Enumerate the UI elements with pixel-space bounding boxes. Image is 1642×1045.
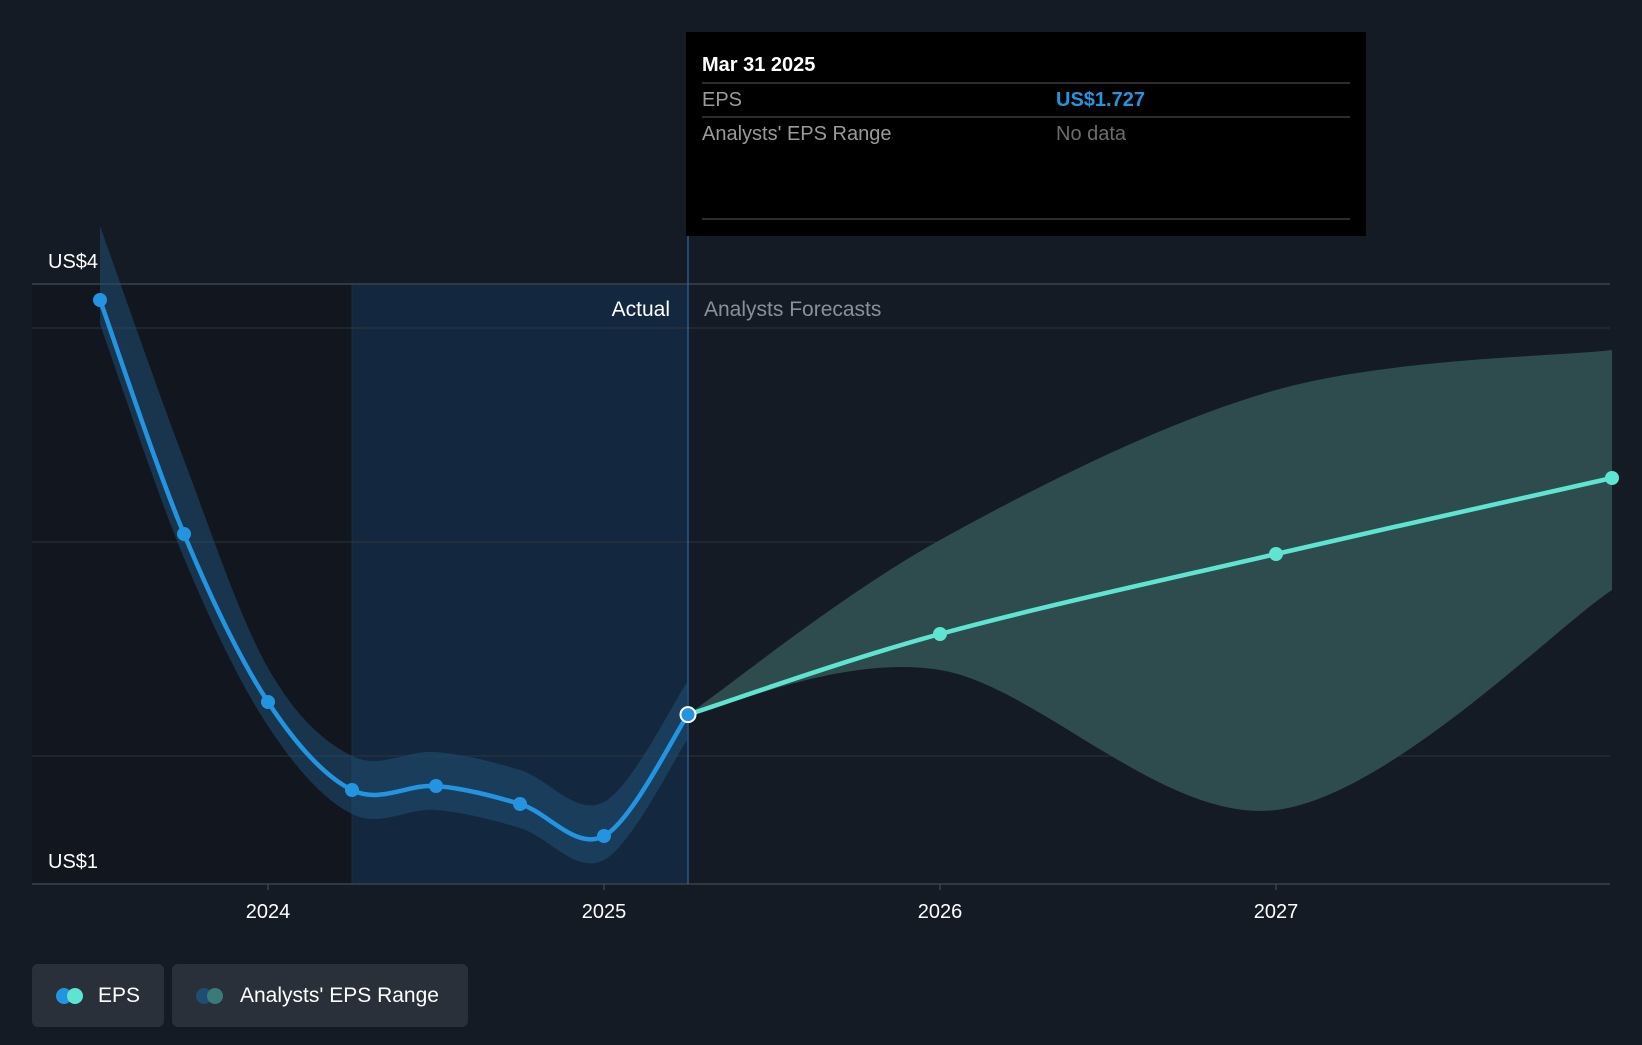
eps-actual-point bbox=[429, 779, 443, 793]
tooltip-date: Mar 31 2025 bbox=[702, 54, 815, 76]
x-tick-label: 2024 bbox=[246, 901, 291, 923]
analysts-eps-range-band bbox=[688, 350, 1612, 811]
eps-forecast-line bbox=[685, 475, 1615, 717]
legend-dot bbox=[207, 987, 223, 1004]
eps-forecast-point bbox=[933, 627, 947, 641]
legend-item-eps-range[interactable]: Analysts' EPS Range bbox=[172, 964, 468, 1027]
x-tick-label: 2025 bbox=[582, 901, 627, 923]
y-axis-label-min: US$1 bbox=[48, 851, 98, 873]
y-axis-label-max: US$4 bbox=[48, 251, 98, 273]
eps-forecast-point bbox=[1269, 547, 1283, 561]
eps-actual-point bbox=[597, 829, 611, 843]
range-bands bbox=[100, 226, 1612, 864]
legend-label-eps-range: Analysts' EPS Range bbox=[240, 983, 439, 1007]
eps-actual-point bbox=[177, 527, 191, 541]
tooltip-eps-label: EPS bbox=[702, 89, 742, 111]
actual-region-label: Actual bbox=[612, 298, 670, 321]
tooltip-range-value: No data bbox=[1056, 123, 1127, 145]
legend-label-eps: EPS bbox=[97, 983, 140, 1007]
legend-dot bbox=[67, 987, 83, 1004]
forecast-region-label: Analysts Forecasts bbox=[704, 298, 881, 321]
series-points bbox=[93, 293, 1619, 843]
eps-hovered-point bbox=[679, 706, 697, 724]
actual-region-background bbox=[32, 284, 352, 884]
tooltip: Mar 31 2025 EPS US$1.727 Analysts' EPS Rang… bbox=[686, 32, 1366, 236]
eps-actual-point bbox=[345, 783, 359, 797]
x-tick-label: 2026 bbox=[918, 901, 963, 923]
axis-labels: US$4 US$1 2024 2025 2026 2027 Actual Analysts F… bbox=[48, 251, 1298, 923]
eps-range-legend-icon bbox=[196, 987, 230, 1005]
chart-background-layer bbox=[32, 284, 688, 884]
x-tick-label: 2027 bbox=[1254, 901, 1299, 923]
eps-actual-point bbox=[261, 695, 275, 709]
tooltip-range-label: Analysts' EPS Range bbox=[702, 123, 891, 145]
legend-item-eps[interactable]: EPS bbox=[32, 964, 164, 1027]
actual-eps-band bbox=[100, 226, 688, 864]
tooltip-eps-value: US$1.727 bbox=[1056, 89, 1145, 111]
tooltip-box bbox=[686, 32, 1366, 236]
eps-actual-point bbox=[93, 293, 107, 307]
eps-forecast-point bbox=[1605, 471, 1619, 485]
eps-actual-point bbox=[513, 797, 527, 811]
eps-legend-icon bbox=[56, 987, 88, 1005]
